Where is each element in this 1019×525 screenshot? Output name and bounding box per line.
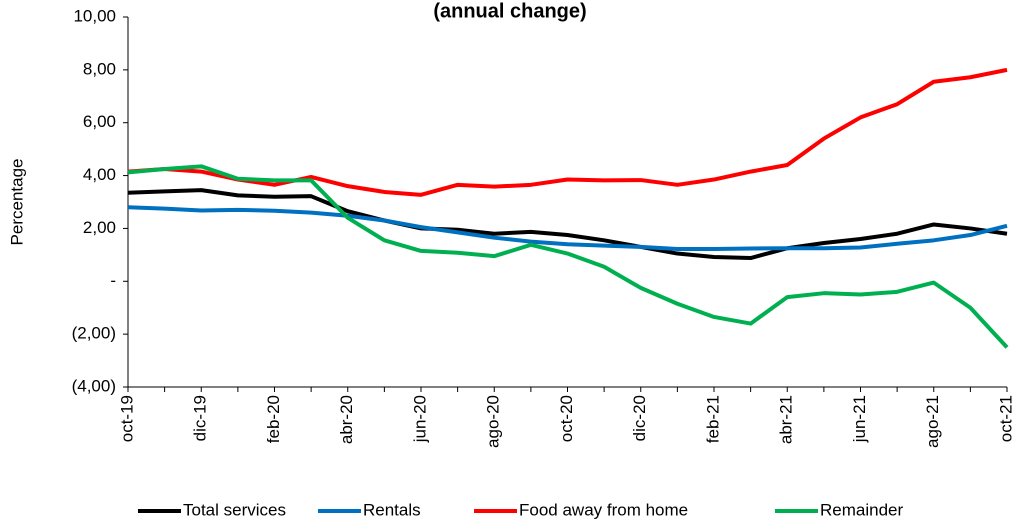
x-tick-label: oct-21 [996,395,1015,442]
x-tick-label: ago-21 [923,395,942,448]
chart-title: (annual change) [433,0,586,22]
x-tick-label: abr-21 [777,395,796,444]
x-tick-label: dic-19 [191,395,210,441]
y-tick-label: - [110,271,116,290]
x-tick-label: feb-21 [703,395,722,443]
y-axis-label: Percentage [7,159,26,246]
x-tick-label: oct-19 [117,395,136,442]
y-tick-label: 4,00 [83,165,116,184]
y-tick-label: 10,00 [73,6,116,25]
x-tick-label: oct-20 [557,395,576,442]
series-line [127,205,1008,252]
series-line [127,67,1008,197]
y-tick-label: 6,00 [83,112,116,131]
series-line [127,188,1008,261]
series-line [127,164,1009,349]
x-tick-label: abr-20 [337,395,356,444]
y-tick-label: (4,00) [72,376,116,395]
y-tick-label: (2,00) [72,324,116,343]
x-tick-label: jun-20 [410,395,429,443]
y-tick-label: 2,00 [83,218,116,237]
legend-label: Total services [183,500,286,519]
y-tick-label: 8,00 [83,59,116,78]
x-tick-label: dic-20 [630,395,649,441]
legend-label: Remainder [820,500,903,519]
x-tick-label: jun-21 [850,395,869,443]
x-tick-label: feb-20 [264,395,283,443]
legend-label: Food away from home [519,500,688,519]
x-tick-label: ago-20 [484,395,503,448]
legend-label: Rentals [363,500,421,519]
